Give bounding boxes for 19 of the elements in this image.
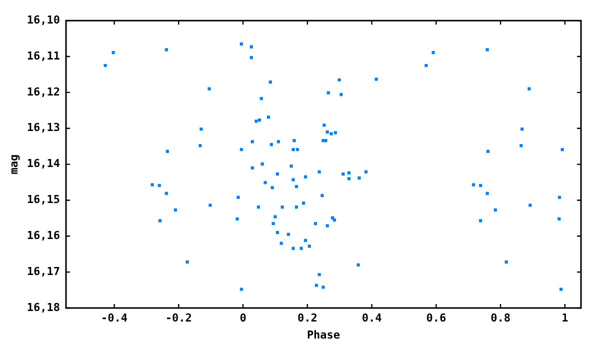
- x-tick-label: 0.8: [490, 311, 510, 324]
- x-tick-label: 0.2: [297, 311, 318, 324]
- y-axis-title: mag: [7, 154, 20, 174]
- y-tick-label: 16,10: [26, 13, 60, 26]
- y-tick-label: 16,12: [26, 85, 60, 98]
- y-tick-label: 16,16: [26, 229, 60, 242]
- y-tick-label: 16,15: [26, 193, 60, 206]
- y-tick-label: 16,18: [26, 300, 60, 314]
- x-axis-title: Phase: [306, 328, 340, 342]
- y-tick-label: 16,11: [26, 49, 60, 62]
- x-tick-label: 0.6: [426, 311, 446, 324]
- x-tick-label: -0.4: [101, 311, 128, 324]
- x-tick-label: -0.2: [165, 311, 192, 324]
- x-tick-label: 0.4: [362, 311, 382, 324]
- y-tick-label: 16,14: [26, 157, 60, 170]
- x-tick-label: 0: [240, 311, 246, 324]
- y-tick-label: 16,13: [26, 121, 60, 134]
- y-tick-label: 16,17: [26, 264, 60, 278]
- x-tick-label: 1: [562, 311, 569, 324]
